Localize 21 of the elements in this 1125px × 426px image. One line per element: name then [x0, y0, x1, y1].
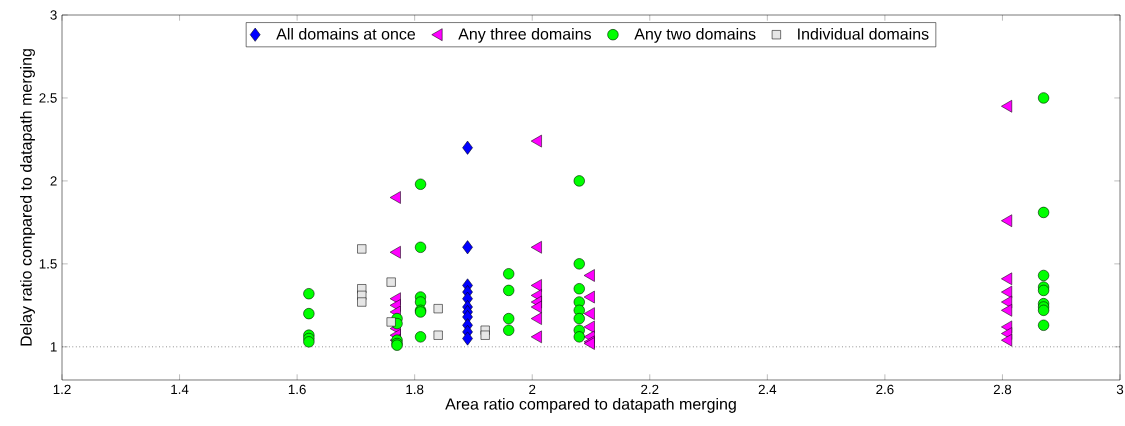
y-axis-title: Delay ratio compared to datapath merging [20, 49, 35, 346]
x-axis-title: Area ratio compared to datapath merging [445, 397, 736, 413]
y-tick-label: 2.5 [39, 93, 57, 103]
legend-label: Any three domains [458, 27, 591, 43]
x-tick-label: 2.2 [641, 384, 659, 395]
legend-label: All domains at once [276, 27, 416, 40]
x-tick-label: 2.6 [876, 384, 894, 395]
y-tick-label: 1.5 [39, 259, 57, 269]
y-tick-label: 3 [50, 10, 57, 20]
legend-label: Any two domains [634, 27, 756, 43]
y-tick-label: 1 [50, 342, 57, 352]
x-tick-label: 1.8 [406, 384, 424, 395]
x-tick-label: 3 [1116, 384, 1124, 395]
x-tick-label: 1.6 [288, 384, 306, 395]
y-tick-label: 2 [50, 176, 57, 186]
legend-label: Individual domains [798, 27, 929, 40]
x-tick-label: 2.4 [758, 384, 777, 395]
x-tick-label: 2.8 [993, 384, 1012, 395]
x-tick-label: 2 [529, 384, 536, 395]
x-tick-label: 1.2 [53, 384, 71, 395]
x-tick-label: 1.4 [171, 384, 189, 394]
